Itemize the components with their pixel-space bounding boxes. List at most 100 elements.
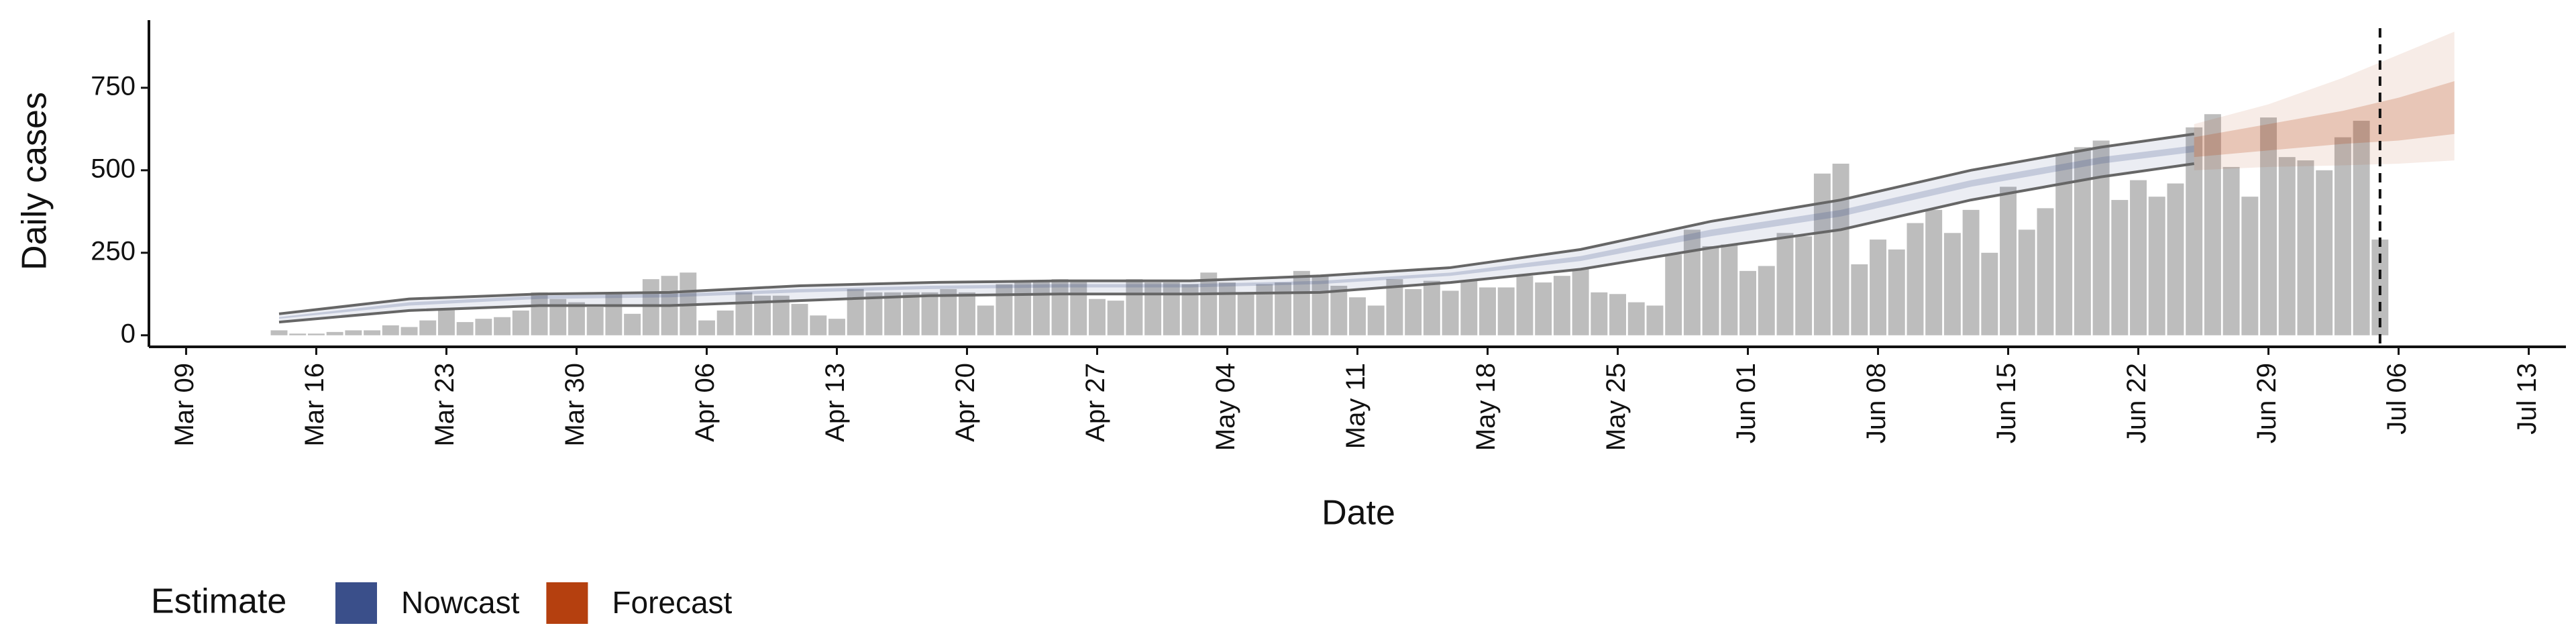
bar: [1591, 292, 1608, 335]
bar: [2222, 166, 2240, 335]
bar: [735, 292, 753, 335]
bar: [1367, 305, 1385, 335]
y-tick-label: 0: [121, 319, 136, 348]
bar: [1014, 280, 1032, 335]
bar: [1497, 287, 1515, 335]
bar: [847, 288, 864, 335]
legend-swatch: [335, 582, 377, 624]
bar: [1702, 246, 1719, 335]
bar: [2353, 121, 2370, 335]
bar: [1070, 280, 1087, 335]
bar: [364, 330, 381, 335]
bar: [1386, 279, 1403, 335]
bar: [512, 310, 529, 335]
band-90: [2194, 32, 2455, 170]
band-50: [2194, 81, 2455, 158]
bar: [307, 333, 325, 335]
bar: [605, 292, 623, 335]
bar: [1683, 229, 1701, 335]
bar: [531, 292, 548, 335]
bar: [1051, 279, 1069, 335]
bar: [1962, 209, 1980, 335]
bar: [2092, 140, 2110, 335]
bar: [586, 307, 604, 335]
bar: [2111, 200, 2129, 335]
legend-title: Estimate: [151, 582, 286, 621]
bar: [1107, 301, 1124, 335]
bar: [2130, 180, 2147, 335]
bar: [1943, 233, 1961, 335]
bar: [382, 325, 399, 335]
bar: [865, 292, 883, 335]
bar: [921, 292, 938, 335]
x-tick-label: Mar 16: [300, 363, 329, 447]
bar: [2297, 160, 2314, 335]
bar: [1349, 297, 1366, 335]
bar: [1609, 294, 1626, 335]
x-tick-label: Mar 09: [170, 363, 199, 447]
bar: [996, 284, 1013, 335]
bar: [828, 319, 845, 335]
band-bound-line: [278, 162, 2194, 324]
x-tick-label: Apr 13: [820, 363, 850, 442]
bar: [2167, 183, 2184, 335]
x-tick-label: Jun 01: [1731, 363, 1761, 443]
bar: [2037, 208, 2054, 335]
bar: [289, 333, 307, 335]
bar: [270, 330, 288, 335]
x-tick-label: Jun 15: [1992, 363, 2021, 443]
y-axis-label: Daily cases: [15, 92, 54, 270]
bar: [1832, 163, 1849, 335]
bar: [902, 292, 920, 335]
bar: [1627, 302, 1645, 335]
x-tick-label: May 04: [1211, 363, 1240, 451]
band-bound-line: [278, 132, 2194, 315]
x-tick-label: Jun 29: [2252, 363, 2282, 443]
bar: [2186, 127, 2203, 335]
bar: [2278, 157, 2296, 335]
bar: [1311, 276, 1329, 335]
bar: [1870, 239, 1887, 335]
bar: [1572, 269, 1589, 335]
band-50: [279, 145, 2194, 319]
bar: [1163, 282, 1180, 335]
bar: [1925, 209, 1943, 335]
bar: [2018, 229, 2035, 335]
bar: [1126, 279, 1143, 335]
bar: [1405, 288, 1422, 335]
bar: [1219, 282, 1236, 335]
band-90: [279, 133, 2194, 323]
bar: [1795, 236, 1813, 335]
bar: [2000, 186, 2017, 335]
bar: [1293, 270, 1310, 335]
y-tick-label: 500: [91, 154, 136, 183]
bar: [326, 331, 343, 335]
bar: [1665, 254, 1682, 335]
bar: [1200, 272, 1218, 335]
bar: [1739, 270, 1756, 335]
legend-label: Forecast: [612, 585, 732, 620]
bar: [1776, 233, 1794, 335]
bar: [1442, 290, 1459, 335]
bar: [642, 279, 659, 335]
bar: [1089, 299, 1106, 335]
x-tick-label: Mar 30: [560, 363, 590, 447]
x-tick-label: Jul 13: [2512, 363, 2542, 435]
bar: [2148, 197, 2165, 335]
bar: [810, 315, 827, 335]
x-tick-label: Apr 20: [951, 363, 980, 442]
bar: [1851, 264, 1868, 335]
bar: [1535, 282, 1552, 335]
bar: [437, 309, 455, 335]
bar: [1032, 280, 1050, 335]
bar: [1907, 223, 1924, 335]
bar: [1888, 249, 1905, 335]
bar: [1460, 280, 1478, 335]
bar: [716, 310, 734, 335]
bar: [2316, 170, 2333, 335]
bar: [400, 327, 418, 335]
bar: [791, 304, 808, 335]
bar: [1758, 266, 1775, 335]
y-tick-label: 750: [91, 71, 136, 101]
